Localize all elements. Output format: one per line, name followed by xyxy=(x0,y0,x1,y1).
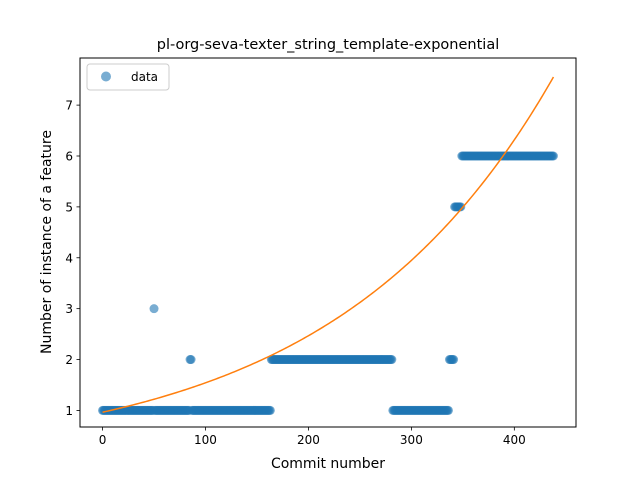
y-tick-label: 3 xyxy=(65,302,73,316)
x-tick-label: 400 xyxy=(503,433,526,447)
x-axis-label: Commit number xyxy=(271,456,385,472)
x-tick-label: 100 xyxy=(194,433,217,447)
y-tick-label: 4 xyxy=(65,251,73,265)
x-tick-label: 200 xyxy=(297,433,320,447)
data-point xyxy=(443,405,453,415)
data-point xyxy=(186,355,196,365)
y-tick-label: 5 xyxy=(65,200,73,214)
data-points xyxy=(98,151,558,415)
y-tick-label: 1 xyxy=(65,404,73,418)
data-point xyxy=(387,355,397,365)
y-axis-label: Number of instance of a feature xyxy=(39,130,55,354)
plot-frame xyxy=(79,57,577,428)
y-tick-label: 6 xyxy=(65,149,73,163)
data-point xyxy=(265,405,275,415)
y-axis-ticks: 1 2 3 4 5 6 7 xyxy=(65,99,80,418)
data-point xyxy=(548,151,558,161)
legend: data xyxy=(86,63,170,91)
chart-title: pl-org-seva-texter_string_template-expon… xyxy=(157,37,500,53)
x-tick-label: 300 xyxy=(400,433,423,447)
x-tick-label: 0 xyxy=(99,433,107,447)
x-axis-ticks: 0 100 200 300 400 xyxy=(99,427,526,447)
legend-marker xyxy=(101,71,111,82)
legend-label: data xyxy=(131,70,158,84)
y-tick-label: 7 xyxy=(65,99,73,113)
fit-curve-layer xyxy=(102,76,555,413)
data-point xyxy=(149,304,159,314)
y-tick-label: 2 xyxy=(65,353,73,367)
fit-curve xyxy=(102,76,555,413)
data-point xyxy=(449,355,459,365)
legend-box xyxy=(86,63,170,91)
data-point xyxy=(456,202,466,212)
